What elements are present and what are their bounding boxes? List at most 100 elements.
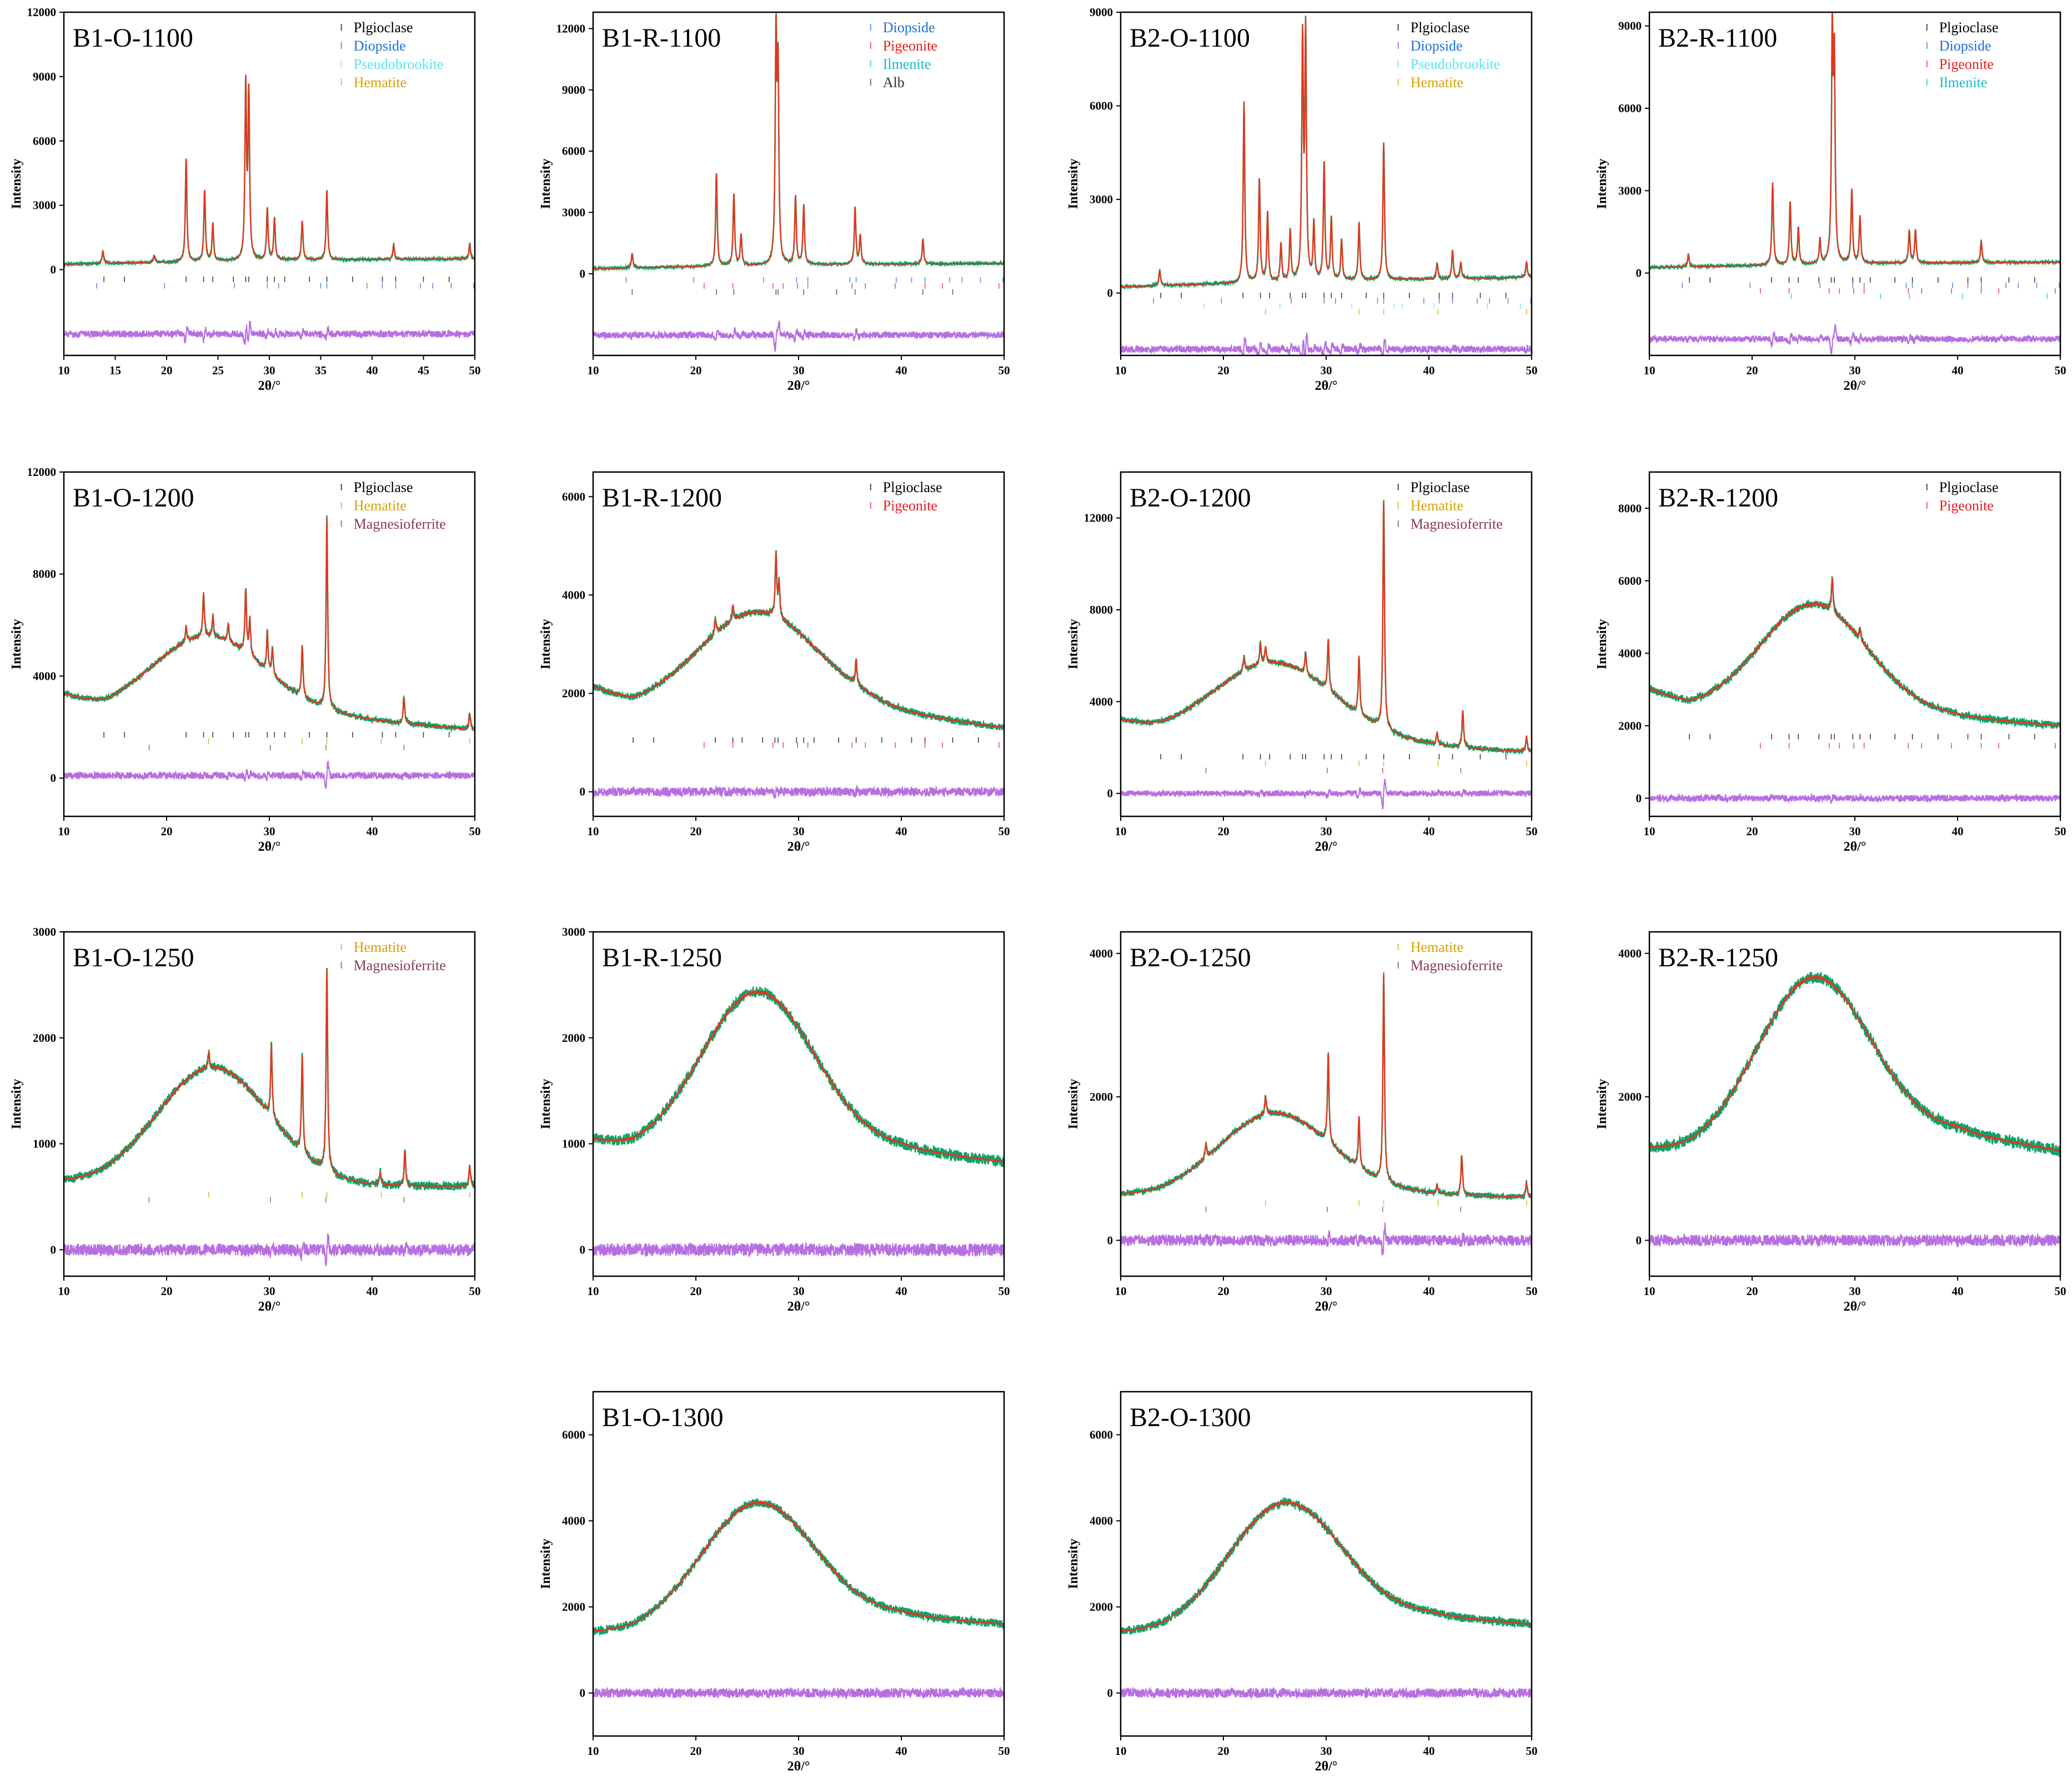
plot-frame [1648,931,2061,1277]
bragg-ticks-hematite [1265,309,1527,315]
y-axis-label: Intensity [1066,159,1081,209]
y-tick-label: 6000 [33,134,56,148]
x-axis-label: 2θ/° [1315,840,1338,854]
difference-curve [63,1233,476,1266]
x-tick-label: 10 [58,364,70,377]
y-tick-label: 2000 [1090,1090,1113,1103]
legend-entry: Plgioclase [1411,19,1470,36]
x-tick-label: 10 [1644,1285,1655,1298]
legend-entry: Diopside [354,38,406,54]
legend-entry: Ilmenite [1939,74,1988,91]
bragg-ticks-plgioclase [1689,277,2035,283]
y-tick-label: 4000 [562,588,585,601]
x-tick-label: 30 [793,1744,805,1758]
x-tick-label: 30 [1849,1285,1861,1298]
difference-curve [1648,792,2061,804]
calculated-pattern [63,518,475,730]
xrd-panel-b1-o-1200: 10 20 30 40 50 0 4000 8000 12000 2θ/° Intensity B1-… [9,465,481,854]
bragg-ticks-diopside [625,277,1004,283]
panel-title: B1-O-1300 [602,1403,724,1432]
panel-title: B2-R-1200 [1658,483,1778,513]
legend-entry: Magnesioferrite [354,957,446,974]
y-tick-label: 0 [51,771,57,785]
difference-curve [63,760,476,790]
x-tick-label: 40 [1423,364,1435,377]
y-tick-label: 8000 [33,568,56,581]
observed-pattern [63,967,476,1192]
x-tick-label: 50 [2055,1285,2066,1298]
calculated-pattern [63,968,475,1188]
y-tick-label: 4000 [1090,947,1113,960]
calculated-pattern [1649,974,2061,1152]
x-tick-label: 50 [1526,1285,1538,1298]
x-tick-label: 50 [1526,825,1538,838]
panel-title: B1-O-1100 [73,23,193,53]
bragg-ticks-magnesioferrite [148,1197,405,1203]
plot-frame [1648,11,2061,357]
x-axis-label: 2θ/° [1315,1759,1338,1773]
y-tick-label: 3000 [33,199,56,212]
x-tick-label: 10 [1644,825,1655,838]
x-axis-label: 2θ/° [787,840,810,854]
plot-frame [592,11,1005,357]
xrd-panel-b1-r-1250: 10 20 30 40 50 0 1000 2000 3000 2θ/° Intensity B1-R… [539,925,1010,1314]
plot-frame [1120,931,1533,1277]
x-tick-label: 10 [1644,364,1655,377]
panel-title: B2-O-1100 [1130,23,1250,53]
x-tick-label: 30 [1321,1744,1332,1758]
x-tick-label: 40 [896,1285,907,1298]
plot-frame [592,471,1005,817]
y-tick-label: 1000 [33,1137,56,1151]
y-tick-label: 0 [580,1687,586,1700]
y-axis-label: Intensity [9,159,24,209]
y-axis-label: Intensity [539,1079,553,1130]
legend-entry: Hematite [354,939,407,955]
x-tick-label: 50 [2055,825,2066,838]
y-tick-label: 0 [1107,1687,1113,1700]
legend-entry: Plgioclase [354,19,413,36]
legend-entry: Pigeonite [1939,56,1994,72]
x-tick-label: 20 [1218,364,1230,377]
x-axis-label: 2θ/° [787,379,810,393]
x-tick-label: 10 [588,825,599,838]
panel-title: B1-R-1200 [602,483,722,513]
legend-entry: Pigeonite [883,38,937,54]
x-tick-label: 40 [1952,364,1964,377]
y-tick-label: 0 [1636,1233,1642,1247]
y-axis-label: Intensity [1066,1539,1081,1589]
legend-entry: Magnesioferrite [1411,957,1503,974]
difference-curve [63,320,476,345]
difference-curve [1120,332,1533,357]
bragg-ticks-diopside [96,283,474,289]
difference-curve [592,1241,1005,1258]
legend-entry: Ilmenite [883,56,931,72]
y-tick-label: 9000 [33,70,56,83]
y-axis-label: Intensity [539,619,553,670]
bragg-ticks-pigeonite [1760,288,2056,294]
x-axis-label: 2θ/° [787,1300,810,1314]
x-tick-label: 15 [109,364,121,377]
calculated-pattern [1649,13,2061,268]
y-tick-label: 12000 [27,6,57,19]
x-tick-label: 30 [264,364,275,377]
x-tick-label: 30 [793,1285,805,1298]
xrd-panel-b2-o-1100: 10 20 30 40 50 0 3000 6000 9000 2θ/° Intensity B2-O… [1066,6,1538,393]
panel-title: B2-R-1250 [1658,943,1778,972]
y-tick-label: 0 [51,263,57,277]
legend-entry: Plgioclase [1939,479,1999,495]
y-tick-label: 0 [1107,787,1113,800]
x-tick-label: 20 [1218,1744,1230,1758]
legend-entry: Diopside [1939,38,1991,54]
y-tick-label: 3000 [1618,184,1642,197]
x-tick-label: 20 [1218,825,1230,838]
y-tick-label: 0 [580,267,586,280]
xrd-panel-b1-r-1200: 10 20 30 40 50 0 2000 4000 6000 2θ/° Intensity B1-R… [539,471,1010,854]
bragg-ticks-alb [631,289,954,295]
y-tick-label: 6000 [1090,1428,1113,1442]
x-axis-label: 2θ/° [258,1300,281,1314]
x-tick-label: 10 [588,1744,599,1758]
legend-entry: Hematite [1411,939,1463,955]
y-tick-label: 1000 [562,1137,585,1151]
xrd-panel-b2-o-1200: 10 20 30 40 50 0 4000 8000 12000 2θ/° Intensity B2-… [1066,471,1538,854]
